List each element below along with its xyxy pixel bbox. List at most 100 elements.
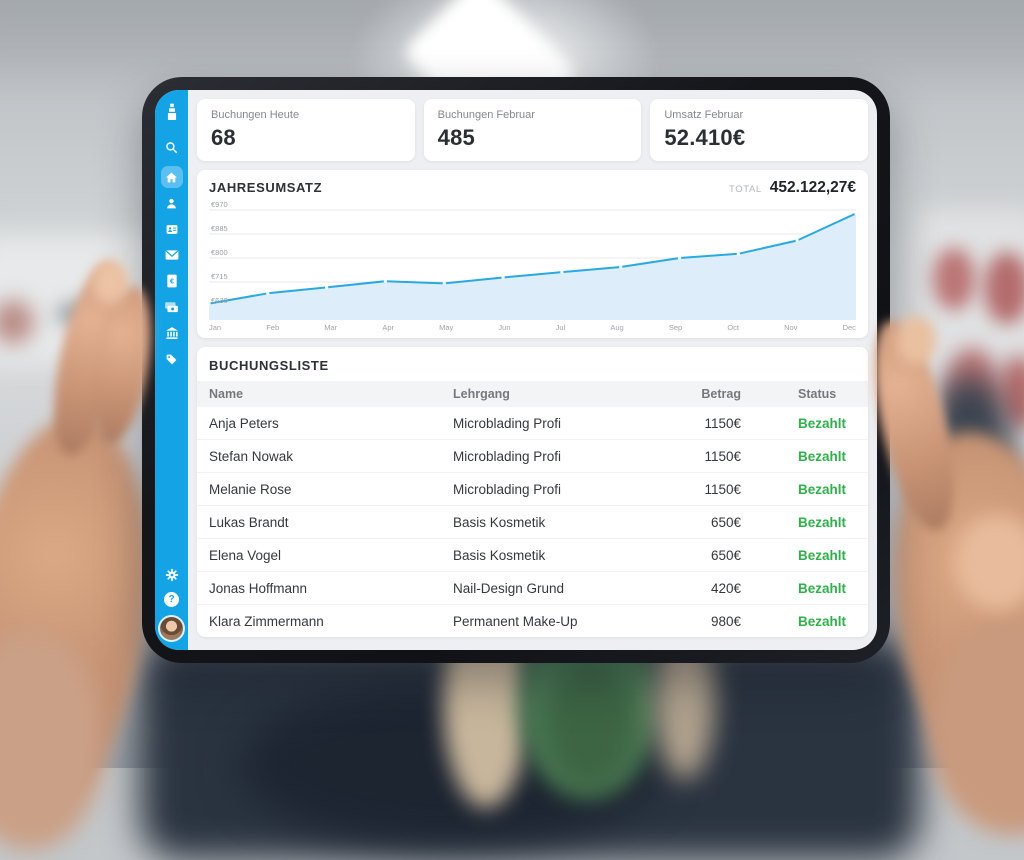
cell-course: Basis Kosmetik <box>453 547 546 563</box>
blurred-red-object <box>0 300 34 344</box>
column-header-amount: Betrag <box>701 387 741 401</box>
table-body: Anja Peters Microblading Profi 1150€ Bez… <box>197 407 868 637</box>
data-point <box>324 285 329 290</box>
data-point <box>736 252 741 256</box>
sidebar-item-bank[interactable] <box>164 326 180 340</box>
revenue-area-chart: €970 €885 €800 €715 €630 <box>209 200 856 320</box>
sidebar-item-contacts[interactable] <box>164 222 180 236</box>
status-badge: Bezahlt <box>798 448 847 464</box>
table-row[interactable]: Jonas Hoffmann Nail-Design Grund 420€ Be… <box>197 571 868 604</box>
cell-amount: 650€ <box>710 547 741 563</box>
sidebar-item-mail[interactable] <box>164 248 180 262</box>
settings-gear-icon[interactable] <box>164 568 180 582</box>
data-point <box>209 302 211 306</box>
table-row[interactable]: Lukas Brandt Basis Kosmetik 650€ Bezahlt <box>197 505 868 538</box>
table-row[interactable]: Stefan Nowak Microblading Profi 1150€ Be… <box>197 439 868 472</box>
cell-course: Microblading Profi <box>453 481 562 497</box>
data-point <box>383 279 388 283</box>
x-tick-label: May <box>439 323 454 332</box>
table-row[interactable]: Melanie Rose Microblading Profi 1150€ Be… <box>197 472 868 505</box>
chart-x-axis-labels: Jan Feb Mar Apr May Jun Jul Aug Sep Oct Nov Dec <box>209 321 856 334</box>
status-badge: Bezahlt <box>798 613 847 629</box>
data-point <box>795 238 799 243</box>
column-header-name: Name <box>209 387 244 401</box>
bookings-panel: BUCHUNGSLISTE Name Lehrgang Betrag Statu… <box>197 347 868 637</box>
y-tick-label: €885 <box>211 224 228 233</box>
cell-course: Nail-Design Grund <box>453 580 565 596</box>
data-point <box>677 256 682 260</box>
poster-figure <box>933 248 975 310</box>
cell-name: Anja Peters <box>209 415 279 431</box>
stat-card-bookings-month: Buchungen Februar 485 <box>423 99 642 161</box>
x-tick-label: Dec <box>842 323 856 332</box>
cell-amount: 1150€ <box>704 415 741 431</box>
x-tick-label: Sep <box>668 323 683 332</box>
y-tick-label: €715 <box>211 272 228 281</box>
sidebar-nav: € <box>155 90 188 650</box>
stat-card-revenue-month: Umsatz Februar 52.410€ <box>650 99 869 161</box>
cell-name: Stefan Nowak <box>209 448 294 464</box>
stat-label: Buchungen Heute <box>211 109 300 121</box>
table-row[interactable]: Anja Peters Microblading Profi 1150€ Bez… <box>197 407 868 439</box>
cell-course: Permanent Make-Up <box>453 613 578 629</box>
sidebar-bottom: ? <box>160 568 183 640</box>
x-tick-label: Apr <box>382 323 394 332</box>
sidebar-item-invoices[interactable]: € <box>164 274 180 288</box>
tag-icon <box>166 354 177 364</box>
stat-label: Buchungen Februar <box>437 109 535 121</box>
cell-name: Jonas Hoffmann <box>209 580 308 596</box>
gear-icon <box>165 568 178 582</box>
data-point <box>560 270 564 274</box>
cell-course: Basis Kosmetik <box>453 514 546 530</box>
cell-amount: 980€ <box>710 613 741 629</box>
tablet-device: € <box>142 77 890 663</box>
x-tick-label: Nov <box>784 323 798 332</box>
status-badge: Bezahlt <box>798 415 847 431</box>
status-badge: Bezahlt <box>798 514 847 530</box>
sidebar-item-tags[interactable] <box>164 352 180 366</box>
bank-icon <box>165 327 178 340</box>
total-wrap: TOTAL 452.122,27€ <box>729 179 856 197</box>
data-point <box>501 275 505 280</box>
person-icon <box>167 198 176 208</box>
area-fill <box>209 213 856 320</box>
right-knuckle-highlight <box>955 515 1024 610</box>
total-label: TOTAL <box>729 184 762 195</box>
svg-text:€: € <box>170 278 174 285</box>
x-tick-label: Aug <box>610 323 624 332</box>
revenue-line <box>209 212 856 305</box>
table-title: BUCHUNGSLISTE <box>209 358 329 373</box>
money-icon <box>165 301 178 312</box>
cell-amount: 420€ <box>710 580 741 596</box>
sidebar-item-home[interactable] <box>160 166 183 188</box>
search-icon[interactable] <box>164 140 180 154</box>
profile-avatar[interactable] <box>160 617 183 640</box>
x-tick-label: Oct <box>727 323 739 332</box>
sidebar-item-clients[interactable] <box>164 196 180 210</box>
x-tick-label: Jan <box>209 323 222 332</box>
cell-amount: 650€ <box>710 514 741 530</box>
main-content: Buchungen Heute 68 Buchungen Februar 485… <box>188 90 877 650</box>
help-icon[interactable]: ? <box>164 592 179 607</box>
right-thumb-tip <box>896 316 936 364</box>
x-tick-label: Jun <box>498 323 511 332</box>
status-badge: Bezahlt <box>798 481 847 497</box>
contact-card-icon <box>166 224 177 234</box>
invoice-icon: € <box>166 274 177 288</box>
annual-revenue-panel: JAHRESUMSATZ TOTAL 452.122,27€ €970 €885 €… <box>197 170 868 338</box>
table-row[interactable]: Klara Zimmermann Permanent Make-Up 980€ … <box>197 604 868 637</box>
stat-value: 485 <box>437 125 475 150</box>
sidebar-item-payments[interactable] <box>164 300 180 314</box>
cell-course: Microblading Profi <box>453 448 562 464</box>
status-badge: Bezahlt <box>798 547 847 563</box>
data-point <box>619 265 623 269</box>
mail-icon <box>165 250 178 260</box>
panel-title: JAHRESUMSATZ <box>209 180 323 195</box>
total-value: 452.122,27€ <box>769 179 856 196</box>
table-row[interactable]: Elena Vogel Basis Kosmetik 650€ Bezahlt <box>197 538 868 571</box>
stat-label: Umsatz Februar <box>664 109 744 121</box>
x-tick-label: Mar <box>324 323 338 332</box>
y-tick-label: €630 <box>211 296 228 305</box>
x-tick-label: Feb <box>266 323 280 332</box>
dashboard-screen: € <box>155 90 877 650</box>
